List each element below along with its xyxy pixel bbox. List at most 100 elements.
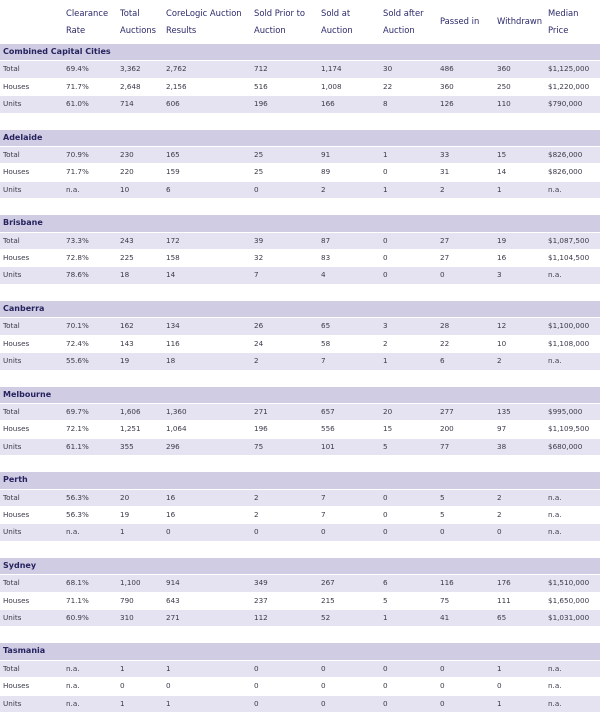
table-cell: 65	[495, 609, 546, 626]
table-cell: 1	[381, 353, 438, 370]
table-cell: 0	[381, 660, 438, 677]
table-cell: 657	[319, 403, 381, 420]
table-cell: 1,100	[118, 575, 164, 592]
table-cell: 196	[252, 421, 319, 438]
table-cell: 165	[164, 147, 252, 164]
spacer-cell	[0, 541, 600, 557]
table-cell: 5	[381, 438, 438, 455]
table-cell: 26	[252, 318, 319, 335]
row-label: Houses	[0, 506, 64, 523]
table-cell: 360	[438, 78, 495, 95]
table-cell: n.a.	[546, 489, 600, 506]
table-cell: 10	[495, 335, 546, 352]
table-cell: $1,109,500	[546, 421, 600, 438]
table-cell: 1	[495, 695, 546, 712]
table-cell: $826,000	[546, 147, 600, 164]
table-cell: 271	[252, 403, 319, 420]
table-cell: 237	[252, 592, 319, 609]
table-cell: 0	[252, 678, 319, 695]
table-cell: 158	[164, 250, 252, 267]
section-spacer	[0, 370, 600, 386]
table-cell: 68.1%	[64, 575, 118, 592]
table-cell: 7	[319, 489, 381, 506]
table-cell: 1	[495, 181, 546, 198]
row-label: Houses	[0, 78, 64, 95]
table-cell: 3,362	[118, 61, 164, 78]
row-label: Total	[0, 61, 64, 78]
table-cell: 16	[164, 506, 252, 523]
section-title: Canberra	[0, 300, 600, 317]
table-cell: 6	[438, 353, 495, 370]
section-header-row: Brisbane	[0, 215, 600, 232]
table-cell: 1,360	[164, 403, 252, 420]
table-cell: 60.9%	[64, 609, 118, 626]
spacer-cell	[0, 199, 600, 215]
table-cell: n.a.	[546, 695, 600, 712]
table-cell: 1	[118, 660, 164, 677]
section-title: Perth	[0, 472, 600, 489]
table-cell: n.a.	[64, 695, 118, 712]
spacer-cell	[0, 627, 600, 643]
row-label: Units	[0, 96, 64, 113]
table-cell: $826,000	[546, 164, 600, 181]
table-cell: 1,251	[118, 421, 164, 438]
table-cell: $1,220,000	[546, 78, 600, 95]
table-cell: 24	[252, 335, 319, 352]
table-cell: 19	[118, 353, 164, 370]
table-cell: 30	[381, 61, 438, 78]
table-cell: 215	[319, 592, 381, 609]
table-cell: 2	[252, 489, 319, 506]
table-cell: 0	[319, 695, 381, 712]
table-cell: 16	[164, 489, 252, 506]
table-cell: 6	[381, 575, 438, 592]
row-label: Total	[0, 232, 64, 249]
table-cell: 712	[252, 61, 319, 78]
table-cell: 790	[118, 592, 164, 609]
header-median-price: Median Price	[546, 0, 600, 44]
row-label: Houses	[0, 421, 64, 438]
table-cell: 7	[252, 267, 319, 284]
table-cell: n.a.	[64, 678, 118, 695]
table-cell: n.a.	[546, 524, 600, 541]
table-cell: 10	[118, 181, 164, 198]
table-cell: 0	[252, 695, 319, 712]
header-corelogic-results: CoreLogic Auction Results	[164, 0, 252, 44]
table-cell: 2	[252, 353, 319, 370]
header-withdrawn: Withdrawn	[495, 0, 546, 44]
table-cell: 87	[319, 232, 381, 249]
section-header-row: Adelaide	[0, 129, 600, 146]
table-cell: 70.1%	[64, 318, 118, 335]
table-cell: 349	[252, 575, 319, 592]
table-cell: 14	[495, 164, 546, 181]
table-cell: 0	[495, 678, 546, 695]
header-passed-in: Passed in	[438, 0, 495, 44]
table-cell: 0	[252, 181, 319, 198]
table-cell: 72.4%	[64, 335, 118, 352]
table-cell: 1,174	[319, 61, 381, 78]
table-cell: $1,087,500	[546, 232, 600, 249]
table-cell: 0	[319, 524, 381, 541]
table-cell: 110	[495, 96, 546, 113]
table-cell: 516	[252, 78, 319, 95]
table-cell: 486	[438, 61, 495, 78]
table-cell: 2	[438, 181, 495, 198]
table-cell: 0	[381, 506, 438, 523]
table-cell: n.a.	[546, 181, 600, 198]
table-cell: 91	[319, 147, 381, 164]
table-cell: 1	[164, 695, 252, 712]
table-cell: 19	[118, 506, 164, 523]
header-sold-after: Sold after Auction	[381, 0, 438, 44]
table-cell: $680,000	[546, 438, 600, 455]
table-cell: 914	[164, 575, 252, 592]
table-cell: 0	[381, 524, 438, 541]
row-label: Units	[0, 181, 64, 198]
